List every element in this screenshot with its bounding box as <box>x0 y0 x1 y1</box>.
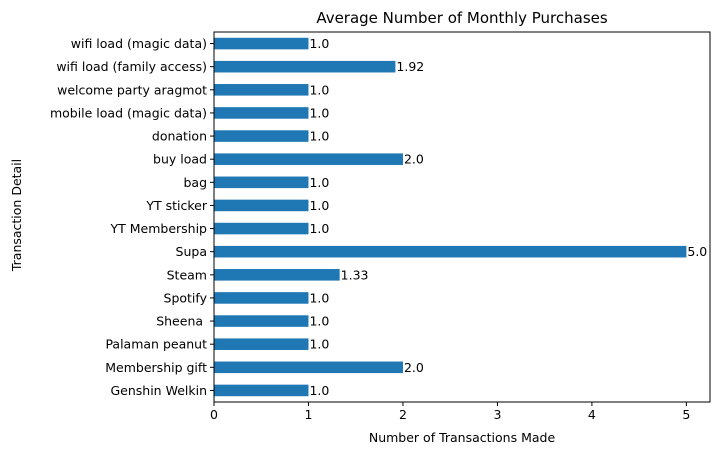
y-tick-label: YT sticker <box>145 198 207 213</box>
y-tick-label: buy load <box>153 152 207 167</box>
data-label: 1.33 <box>341 267 369 282</box>
y-tick-label: Spotify <box>164 290 208 305</box>
bar <box>214 153 403 165</box>
y-axis-label: Transaction Detail <box>9 159 24 272</box>
y-tick-label: Palaman peanut <box>105 337 207 352</box>
bar <box>214 37 309 50</box>
data-label: 1.0 <box>309 198 329 213</box>
y-tick-label: Sheena <box>156 314 207 329</box>
bar <box>214 315 309 327</box>
x-tick-label: 2 <box>399 407 407 422</box>
data-label: 1.0 <box>309 314 329 329</box>
data-label: 1.0 <box>309 105 329 120</box>
data-label: 1.0 <box>309 221 329 236</box>
data-label: 1.0 <box>309 82 329 97</box>
bar <box>214 176 309 189</box>
data-label: 1.0 <box>309 290 329 305</box>
y-tick-label: wifi load (family access) <box>56 59 207 74</box>
y-tick-label: Supa <box>176 244 207 259</box>
bar <box>214 384 309 397</box>
bar <box>214 222 309 235</box>
bar <box>214 245 687 258</box>
bar <box>214 199 309 212</box>
x-tick-label: 3 <box>493 407 501 422</box>
bar <box>214 338 309 350</box>
data-label: 1.92 <box>396 59 424 74</box>
bar <box>214 292 309 304</box>
y-tick-label: mobile load (magic data) <box>50 105 207 120</box>
data-label: 1.0 <box>309 383 329 398</box>
y-tick-label: Genshin Welkin <box>110 383 207 398</box>
data-label: 5.0 <box>687 244 707 259</box>
y-tick-label: donation <box>152 129 207 144</box>
bar <box>214 361 403 374</box>
data-label: 2.0 <box>404 360 424 375</box>
bar <box>214 269 340 281</box>
y-tick-label: bag <box>183 175 207 190</box>
data-label: 1.0 <box>309 175 329 190</box>
x-tick-label: 0 <box>210 407 218 422</box>
bar <box>214 60 396 73</box>
bar <box>214 107 309 119</box>
x-tick-group: 0 1 2 3 4 5 <box>210 402 690 422</box>
data-label: 2.0 <box>404 152 424 167</box>
y-tick-label: wifi load (magic data) <box>71 36 207 51</box>
data-label: 1.0 <box>309 337 329 352</box>
plot-frame <box>213 31 711 403</box>
y-tick-group: Genshin Welkin Membership gift Palaman pea… <box>50 36 214 398</box>
bars-group <box>214 37 687 397</box>
x-tick-label: 4 <box>588 407 596 422</box>
bar <box>214 130 309 142</box>
y-tick-label: Membership gift <box>105 360 207 375</box>
y-tick-label: Steam <box>167 267 207 282</box>
data-label: 1.0 <box>309 36 329 51</box>
x-axis-label: Number of Transactions Made <box>369 430 556 445</box>
x-tick-label: 5 <box>682 407 690 422</box>
x-tick-label: 1 <box>304 407 312 422</box>
data-label: 1.0 <box>309 129 329 144</box>
y-tick-label: YT Membership <box>109 221 207 236</box>
bar <box>214 84 309 96</box>
data-label-group: 1.0 2.0 1.0 1.0 1.0 1.33 5.0 1.0 1.0 1.0 2.0 1.0 1.0… <box>309 36 707 398</box>
y-tick-label: welcome party aragmot <box>57 82 207 97</box>
chart-title: Average Number of Monthly Purchases <box>316 9 608 27</box>
